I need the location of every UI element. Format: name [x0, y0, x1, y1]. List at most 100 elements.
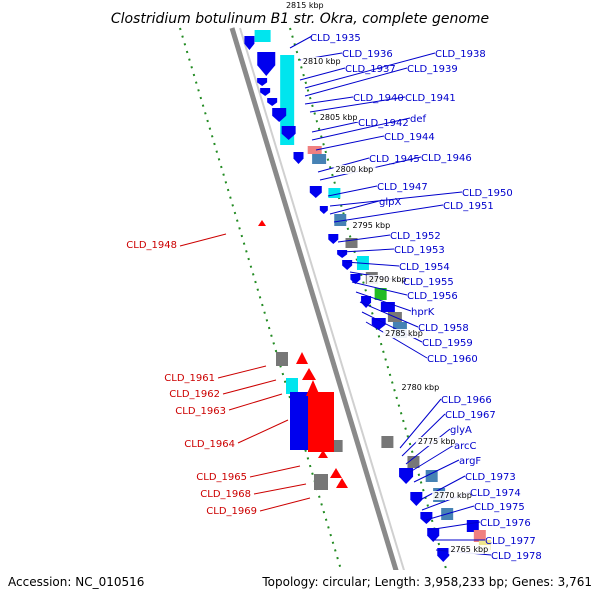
- gene-label[interactable]: CLD_1935: [310, 33, 361, 44]
- gene-arrow: [281, 126, 296, 140]
- leader-line: [409, 444, 455, 473]
- gene-label[interactable]: CLD_1955: [403, 277, 454, 288]
- leader-line: [309, 96, 406, 113]
- gene-block: [286, 378, 298, 394]
- kbp-label-bg: [383, 329, 426, 338]
- gene-label[interactable]: CLD_1959: [422, 338, 473, 349]
- gene-block: [334, 214, 347, 226]
- gene-label[interactable]: CLD_1947: [377, 182, 428, 193]
- gene-label[interactable]: CLD_1944: [384, 132, 435, 143]
- gene-arrow: [427, 528, 440, 542]
- gene-block: [374, 288, 387, 300]
- gene-label[interactable]: CLD_1978: [491, 551, 542, 562]
- gene-label[interactable]: def: [410, 114, 427, 125]
- gene-label[interactable]: CLD_1977: [485, 536, 536, 547]
- gene-label[interactable]: glyA: [450, 425, 472, 436]
- gene-label[interactable]: CLD_1958: [418, 323, 469, 334]
- gene-label[interactable]: CLD_1951: [443, 201, 494, 212]
- gene-label[interactable]: CLD_1942: [358, 118, 409, 129]
- gene-label[interactable]: CLD_1939: [407, 64, 458, 75]
- leader-line: [249, 465, 301, 478]
- gene-block: [307, 146, 322, 154]
- gene-block: [254, 30, 271, 42]
- leader-line: [329, 200, 380, 215]
- kbp-label-bg: [317, 113, 360, 122]
- kbp-scale: 2815 kbp 2810 kbp 2805 kbp 2800 kbp 2795 kbp…: [283, 1, 491, 554]
- gene-label[interactable]: CLD_1967: [445, 410, 496, 421]
- gene-label[interactable]: CLD_1953: [394, 245, 445, 256]
- gene-label[interactable]: CLD_1976: [480, 518, 531, 529]
- gene-label[interactable]: CLD_1973: [465, 472, 516, 483]
- gene-block: [381, 436, 394, 448]
- leader-line: [401, 413, 446, 457]
- gene-arrow: [258, 220, 266, 226]
- gene-label[interactable]: CLD_1941: [405, 93, 456, 104]
- gene-block: [473, 530, 486, 542]
- gene-label[interactable]: arcC: [454, 441, 477, 452]
- gene-label[interactable]: CLD_1938: [435, 49, 486, 60]
- gene-label[interactable]: glpX: [379, 197, 401, 208]
- gene-block: [425, 470, 438, 482]
- leader-line: [179, 233, 227, 247]
- leader-line: [304, 67, 408, 97]
- gene-arrow: [399, 468, 414, 484]
- gene-block: [312, 154, 327, 164]
- gene-label[interactable]: hprK: [411, 307, 435, 318]
- gene-label[interactable]: CLD_1974: [470, 488, 521, 499]
- gene-label[interactable]: CLD_1961: [164, 373, 215, 384]
- gene-label[interactable]: CLD_1948: [126, 240, 177, 251]
- leader-line: [217, 365, 267, 379]
- kbp-label: 2800 kbp: [336, 165, 374, 174]
- kbp-label: 2770 kbp: [434, 491, 472, 500]
- kbp-label-bg: [300, 57, 343, 66]
- gene-label[interactable]: CLD_1950: [462, 188, 513, 199]
- leader-line: [237, 419, 289, 444]
- gene-arrow: [293, 152, 304, 164]
- backbone-shade: [239, 27, 414, 600]
- gene-label[interactable]: CLD_1937: [345, 64, 396, 75]
- gene-label[interactable]: CLD_1963: [175, 406, 226, 417]
- leader-line: [341, 248, 395, 253]
- gene-label[interactable]: CLD_1966: [441, 395, 492, 406]
- gene-label[interactable]: argF: [459, 456, 481, 467]
- gene-arrow: [350, 274, 361, 284]
- leader-line: [289, 35, 313, 49]
- gene-label[interactable]: CLD_1962: [169, 389, 220, 400]
- leader-line: [259, 497, 311, 512]
- gene-label[interactable]: CLD_1969: [206, 506, 257, 517]
- gene-label[interactable]: CLD_1960: [427, 354, 478, 365]
- gene-block: [308, 392, 334, 452]
- leader-line: [419, 475, 466, 501]
- kbp-label: 2785 kbp: [385, 329, 423, 338]
- gene-label[interactable]: CLD_1952: [390, 231, 441, 242]
- gene-label[interactable]: CLD_1940: [353, 93, 404, 104]
- gene-label[interactable]: CLD_1956: [407, 291, 458, 302]
- kbp-label: 2815 kbp: [286, 1, 324, 10]
- leader-line: [315, 135, 385, 151]
- gene-arrow: [336, 478, 348, 488]
- kbp-label-bg: [448, 545, 491, 554]
- genome-backbone: [229, 27, 408, 600]
- gene-label[interactable]: CLD_1945: [369, 154, 420, 165]
- gene-arrow: [244, 36, 255, 50]
- gene-arrow: [257, 52, 276, 76]
- gene-label[interactable]: CLD_1946: [421, 153, 472, 164]
- gene-block: [328, 188, 341, 198]
- gene-label[interactable]: CLD_1954: [399, 262, 450, 273]
- kbp-label-bg: [283, 1, 326, 10]
- gene-label[interactable]: CLD_1965: [196, 472, 247, 483]
- leader-line: [365, 321, 428, 359]
- leader-line: [399, 398, 442, 449]
- gene-label[interactable]: CLD_1975: [474, 502, 525, 513]
- gene-arrow: [260, 88, 271, 96]
- leader-line: [299, 67, 346, 81]
- gene-arrow: [267, 98, 278, 106]
- gene-label[interactable]: CLD_1964: [184, 439, 235, 450]
- gene-label[interactable]: CLD_1968: [200, 489, 251, 500]
- gene-label[interactable]: CLD_1936: [342, 49, 393, 60]
- leader-line: [337, 234, 391, 243]
- gene-block: [276, 352, 288, 366]
- kbp-label-bg: [366, 275, 409, 284]
- leader-line: [345, 261, 400, 267]
